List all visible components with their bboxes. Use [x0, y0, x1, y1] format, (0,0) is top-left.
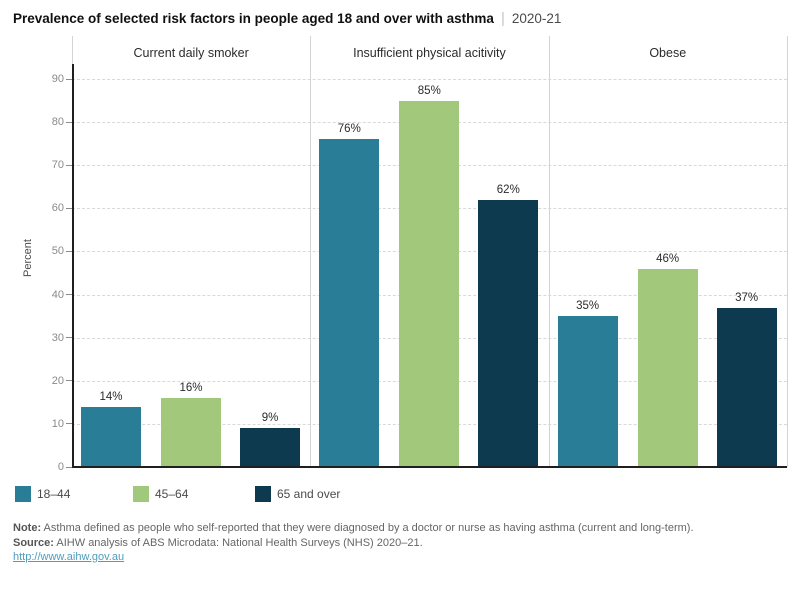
legend: 18–44 45–64 65 and over: [0, 486, 800, 504]
bar-45-64[interactable]: 85%: [399, 85, 460, 467]
chart-title: Prevalence of selected risk factors in p…: [13, 10, 561, 27]
x-axis-line: [72, 466, 787, 468]
bar-value-label: 62%: [496, 183, 520, 196]
chart-title-period: 2020-21: [511, 11, 562, 26]
legend-item-45-64[interactable]: 45–64: [133, 486, 188, 502]
legend-label: 18–44: [37, 487, 71, 501]
bar-value-label: 46%: [656, 252, 680, 265]
panel-header: Current daily smoker: [133, 46, 249, 60]
bar-value-label: 14%: [99, 390, 123, 403]
y-tick-label: 20: [51, 374, 64, 387]
bar-45-64[interactable]: 46%: [637, 253, 698, 467]
y-tick-mark: [66, 294, 72, 296]
legend-swatch-65-and-over: [255, 486, 271, 502]
y-tick-mark: [66, 78, 72, 80]
y-tick-label: 70: [51, 159, 64, 172]
source-line: Source: AIHW analysis of ABS Microdata: …: [13, 536, 755, 551]
y-tick-mark: [66, 207, 72, 209]
y-tick-label: 30: [51, 331, 64, 344]
y-tick-mark: [66, 337, 72, 339]
legend-label: 65 and over: [277, 487, 341, 501]
panel-header: Obese: [649, 46, 687, 60]
link-line: http://www.aihw.gov.au: [13, 550, 755, 565]
y-tick-mark: [66, 250, 72, 252]
bar-value-label: 16%: [179, 382, 203, 394]
bar-18-44[interactable]: 14%: [81, 391, 141, 467]
y-tick-label: 50: [51, 245, 64, 258]
note-line: Note: Asthma defined as people who self-…: [13, 521, 755, 536]
bar-value-label: 76%: [337, 123, 361, 136]
y-tick-label: 90: [51, 73, 64, 85]
bar-18-44[interactable]: 35%: [557, 300, 618, 467]
bar-65-and-over[interactable]: 37%: [716, 292, 777, 467]
y-tick-mark: [66, 164, 72, 166]
source-text: AIHW analysis of ABS Microdata: National…: [53, 536, 423, 549]
y-tick-label: 40: [51, 288, 64, 301]
source-label: Source:: [13, 536, 54, 549]
legend-label: 45–64: [155, 487, 189, 501]
note-label: Note:: [13, 522, 42, 534]
footnotes: Note: Asthma defined as people who self-…: [13, 521, 755, 565]
y-axis-line: [72, 64, 74, 467]
bar-65-and-over[interactable]: 9%: [240, 412, 300, 467]
bar-18-44[interactable]: 76%: [319, 123, 380, 467]
y-tick-label: 0: [57, 461, 64, 473]
plot-area: Current daily smoker 14% 16% 9% Insuffic…: [66, 36, 788, 468]
bar-45-64[interactable]: 16%: [161, 382, 221, 467]
y-tick-mark: [66, 121, 72, 123]
panel-insufficient-physical-activity: Insufficient physical acitivity 76% 85% …: [310, 36, 550, 467]
bar-value-label: 9%: [261, 412, 279, 425]
title-separator: |: [500, 10, 505, 27]
y-tick-mark: [66, 380, 72, 382]
panel-obese: Obese 35% 46% 37%: [549, 36, 788, 467]
bar-value-label: 85%: [417, 84, 441, 97]
bar-value-label: 35%: [576, 300, 600, 313]
bar-65-and-over[interactable]: 62%: [478, 184, 539, 467]
gridline: [72, 79, 787, 80]
y-tick-mark: [66, 466, 72, 468]
y-tick-label: 10: [51, 417, 64, 430]
panel-current-daily-smoker: Current daily smoker 14% 16% 9%: [72, 36, 312, 467]
legend-swatch-18-44: [15, 486, 31, 502]
note-text: Asthma defined as people who self-report…: [41, 522, 694, 534]
aihw-link[interactable]: http://www.aihw.gov.au: [13, 551, 125, 563]
bar-value-label: 37%: [735, 291, 759, 304]
legend-item-18-44[interactable]: 18–44: [15, 486, 70, 502]
y-tick-label: 80: [51, 116, 64, 129]
legend-item-65-and-over[interactable]: 65 and over: [255, 486, 340, 502]
y-tick-mark: [66, 423, 72, 425]
legend-swatch-45-64: [133, 486, 149, 502]
chart-title-text: Prevalence of selected risk factors in p…: [13, 11, 494, 26]
panel-header: Insufficient physical acitivity: [353, 46, 506, 60]
y-tick-label: 60: [51, 202, 64, 215]
